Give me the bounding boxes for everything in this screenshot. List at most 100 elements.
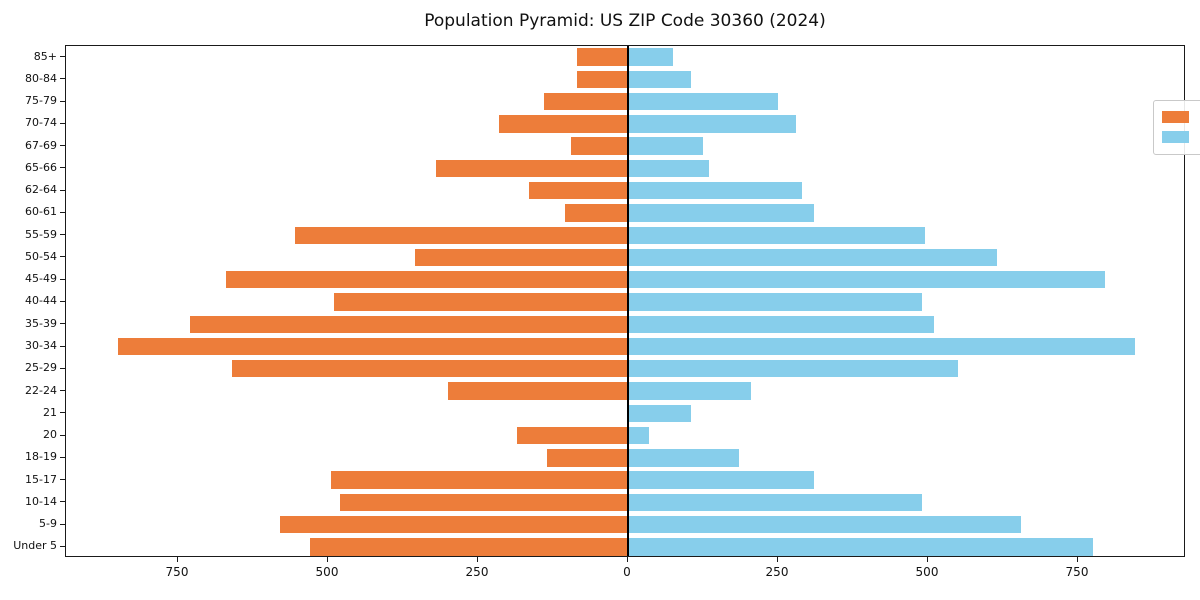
male-bar (334, 293, 628, 311)
y-tick-mark (60, 278, 65, 280)
y-tick-mark (60, 122, 65, 124)
plot-area: Male Female (65, 45, 1200, 557)
y-tick-mark (60, 479, 65, 481)
y-tick-mark (60, 367, 65, 369)
y-tick-mark (60, 545, 65, 547)
female-bar (628, 92, 778, 111)
y-tick-mark (60, 301, 65, 302)
female-bar (628, 449, 739, 467)
female-bar (628, 315, 934, 333)
y-axis-label: 25-29 (25, 361, 57, 375)
y-tick-mark (60, 56, 65, 58)
female-bar (628, 271, 1105, 289)
y-axis-label: 45-49 (25, 272, 57, 286)
y-axis-label: 50-54 (25, 249, 57, 263)
female-bar (628, 493, 922, 512)
y-axis-label: 30-34 (25, 339, 57, 353)
female-bar (628, 115, 796, 133)
female-bar (628, 159, 709, 178)
male-bar (310, 538, 628, 556)
x-tick-label: 750 (1065, 565, 1089, 579)
y-axis-label: 67-69 (25, 138, 57, 152)
y-axis-label: 62-64 (25, 183, 57, 197)
y-tick-mark (60, 100, 65, 102)
male-bar (331, 471, 628, 489)
y-tick-mark (60, 78, 65, 80)
x-tick-label: 250 (765, 565, 789, 579)
male-bar (436, 159, 628, 178)
male-bar (577, 70, 628, 89)
x-tick-mark (926, 557, 928, 562)
female-bar (628, 426, 649, 445)
y-axis-label: 60-61 (25, 205, 57, 219)
y-axis-label: 85+ (33, 49, 57, 63)
legend: Male Female (1153, 100, 1200, 155)
x-tick-mark (1076, 557, 1078, 562)
y-axis-label: 18-19 (25, 450, 57, 464)
y-axis-label: 15-17 (25, 472, 57, 486)
female-legend-swatch (1162, 131, 1189, 143)
x-tick-mark (326, 557, 328, 562)
x-tick-mark (176, 557, 178, 562)
female-bar (628, 248, 997, 267)
male-bar (565, 204, 628, 222)
y-tick-mark (60, 345, 65, 347)
female-bar (628, 360, 958, 378)
y-axis-label: 21 (43, 405, 57, 419)
female-bar (628, 70, 691, 89)
y-axis-label: 80-84 (25, 71, 57, 85)
y-axis-label: 55-59 (25, 227, 57, 241)
female-bar (628, 404, 691, 422)
female-bar (628, 293, 922, 311)
y-axis-label: 5-9 (39, 517, 57, 531)
y-tick-mark (60, 167, 65, 169)
female-bar (628, 538, 1093, 556)
y-tick-mark (60, 189, 65, 191)
female-bar (628, 471, 814, 489)
legend-entry-male: Male (1154, 107, 1200, 127)
female-bar (628, 515, 1021, 534)
male-bar (499, 115, 628, 133)
male-bar (544, 92, 628, 111)
male-bar (118, 337, 628, 356)
x-tick-mark (476, 557, 478, 562)
x-tick-label: 500 (915, 565, 939, 579)
male-bar (577, 48, 628, 66)
y-axis-labels: 85+ 80-84 75-79 70-74 67-69 65-66 62-64 60-61 55… (0, 45, 57, 557)
y-axis-label: 22-24 (25, 383, 57, 397)
y-tick-mark (60, 434, 65, 436)
male-bar (226, 271, 628, 289)
bars-layer (66, 46, 1184, 556)
male-bar (280, 515, 628, 534)
female-bar (628, 204, 814, 222)
y-tick-mark (60, 145, 65, 147)
y-tick-mark (60, 234, 65, 236)
y-axis-label: 75-79 (25, 94, 57, 108)
male-bar (415, 248, 628, 267)
male-bar (295, 226, 628, 244)
y-tick-mark (60, 323, 65, 325)
y-axis-label: 20 (43, 428, 57, 442)
male-legend-swatch (1162, 111, 1189, 123)
female-bar (628, 382, 751, 400)
female-bar (628, 48, 673, 66)
chart-title: Population Pyramid: US ZIP Code 30360 (2… (424, 11, 826, 31)
male-bar (232, 360, 628, 378)
male-bar (571, 137, 628, 155)
male-bar (190, 315, 628, 333)
y-tick-mark (60, 412, 65, 414)
y-axis-label: Under 5 (13, 539, 57, 553)
female-bar (628, 182, 802, 200)
x-tick-label: 250 (465, 565, 489, 579)
x-tick-label: 0 (623, 565, 631, 579)
y-tick-mark (60, 256, 65, 258)
male-bar (340, 493, 628, 512)
female-bar (628, 226, 925, 244)
zero-axis-line (627, 46, 629, 556)
female-bar (628, 337, 1135, 356)
y-tick-mark (60, 501, 65, 503)
y-axis-label: 70-74 (25, 116, 57, 130)
y-axis-label: 65-66 (25, 160, 57, 174)
legend-entry-female: Female (1154, 127, 1200, 147)
